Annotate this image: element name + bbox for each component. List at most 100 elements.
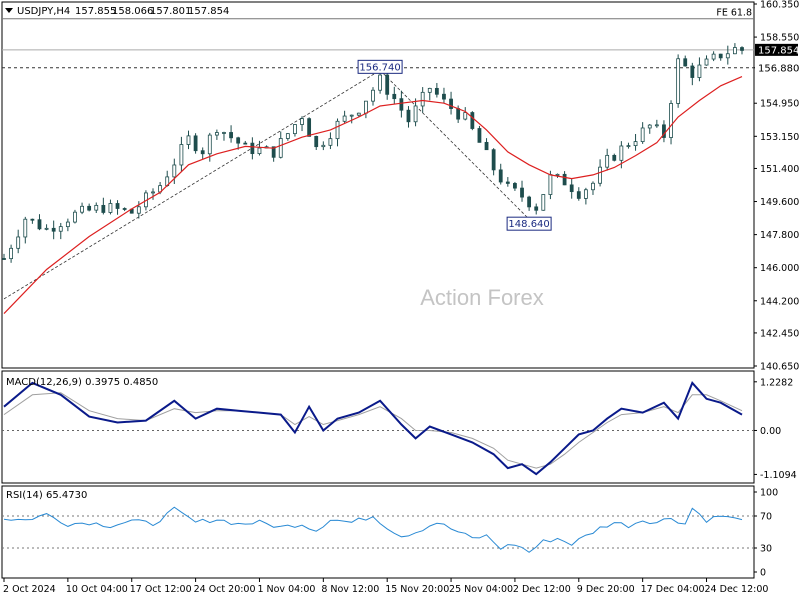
candle-body (676, 58, 681, 104)
candle-body (576, 191, 581, 199)
candle-body (442, 93, 446, 100)
candle-body (541, 194, 546, 211)
price-tick-label: 160.350 (760, 0, 799, 11)
candle-body (491, 149, 496, 171)
candle-body (697, 64, 702, 78)
swing-label-box (357, 59, 403, 74)
candle-body (591, 182, 595, 191)
rsi-tick-label: 0 (760, 568, 766, 579)
candle-body (9, 247, 13, 260)
candle-body (44, 227, 49, 230)
candle-body (101, 204, 106, 213)
candle-body (385, 74, 390, 95)
price-tick-label: 151.400 (760, 164, 799, 175)
fib-label: FE 61.8 (716, 8, 752, 19)
candle-body (605, 154, 610, 168)
candle-body (413, 105, 418, 123)
candle-body (23, 218, 28, 238)
dropdown-triangle-icon[interactable] (5, 8, 13, 13)
candle-body (58, 226, 63, 232)
open-value: 157.855 (75, 6, 116, 17)
level-price-tag-bg (755, 61, 798, 74)
swing-labels: 156.740 148.640 (357, 59, 552, 231)
candle-body (200, 150, 205, 155)
macd-tick-label: -1.1094 (760, 470, 797, 481)
candle-body (456, 108, 461, 120)
candle-body (356, 112, 361, 116)
candle-body (257, 147, 262, 155)
rsi-tick-label: 70 (760, 512, 772, 523)
candle-body (583, 189, 588, 199)
price-panel-frame (1, 1, 755, 369)
close-value: 157.854 (188, 6, 229, 17)
candle-body (30, 218, 35, 221)
candle-body (569, 184, 574, 193)
candle-body (300, 118, 304, 125)
price-tick-label: 142.450 (760, 328, 799, 339)
time-tick-label: 25 Nov 04:00 (449, 584, 513, 595)
candle-body (647, 124, 652, 129)
candle-body (640, 127, 645, 143)
candle-body (420, 91, 425, 107)
watermark: Action Forex (420, 285, 544, 310)
swing-label-box (506, 216, 552, 231)
time-tick-label: 2 Dec 12:00 (513, 584, 571, 595)
rsi-line (3, 506, 743, 553)
price-tick-label: 144.200 (760, 296, 799, 307)
time-tick-label: 10 Oct 04:00 (66, 584, 128, 595)
candle-body (470, 112, 475, 129)
swing-label: 148.640 (508, 219, 549, 230)
candle-body (534, 206, 539, 211)
candle-body (271, 146, 276, 158)
candle-body (186, 135, 191, 145)
candle-body (449, 98, 453, 109)
candle-body (328, 138, 333, 146)
swing-label: 156.740 (359, 62, 400, 73)
candle-body (207, 134, 212, 155)
time-tick-label: 15 Nov 20:00 (385, 584, 449, 595)
price-tick-label: 147.800 (760, 230, 799, 241)
candle-body (392, 93, 397, 100)
candle-body (406, 109, 411, 123)
candle-body (484, 141, 489, 151)
candle-body (108, 203, 113, 213)
candle-body (626, 145, 631, 148)
candle-body (151, 191, 155, 194)
candle-body (434, 87, 439, 95)
candle-body (683, 58, 688, 67)
candle-body (690, 65, 695, 78)
candle-body (314, 135, 319, 148)
candle-body (285, 133, 290, 139)
time-tick-label: 17 Oct 12:00 (130, 584, 192, 595)
price-tick-label: 140.650 (760, 362, 799, 373)
candle-body (307, 118, 312, 137)
candle-body (278, 138, 283, 158)
candle-body (718, 53, 723, 59)
candle-body (342, 115, 347, 122)
candle-body (371, 89, 375, 102)
rsi-tick-label: 100 (760, 488, 778, 499)
low-value: 157.801 (150, 6, 191, 17)
candle-body (669, 103, 673, 138)
candle-body (243, 142, 248, 145)
candle-body (527, 196, 532, 208)
candle-body (172, 164, 177, 178)
price-tags: 157.854 156.880 (755, 43, 799, 74)
candle-body (740, 47, 744, 51)
candle-body (562, 173, 567, 186)
rsi-indicator: RSI(14) 65.4730 100 70 30 0 (2, 488, 778, 579)
time-tick-label: 24 Oct 20:00 (194, 584, 256, 595)
candle-body (136, 206, 141, 214)
time-axis: 2 Oct 2024 10 Oct 04:00 17 Oct 12:00 24 Oct… (3, 578, 768, 595)
symbol-label: USDJPY,H4 (17, 6, 70, 17)
time-tick-label: 2 Oct 2024 (3, 584, 56, 595)
price-tick-label: 158.550 (760, 33, 799, 44)
candle-body (115, 203, 120, 209)
candle-body (399, 98, 404, 111)
candle-body (179, 144, 184, 166)
candle-body (378, 74, 382, 91)
candle-body (513, 183, 517, 189)
candle-body (65, 221, 70, 228)
candle-body (555, 173, 560, 176)
